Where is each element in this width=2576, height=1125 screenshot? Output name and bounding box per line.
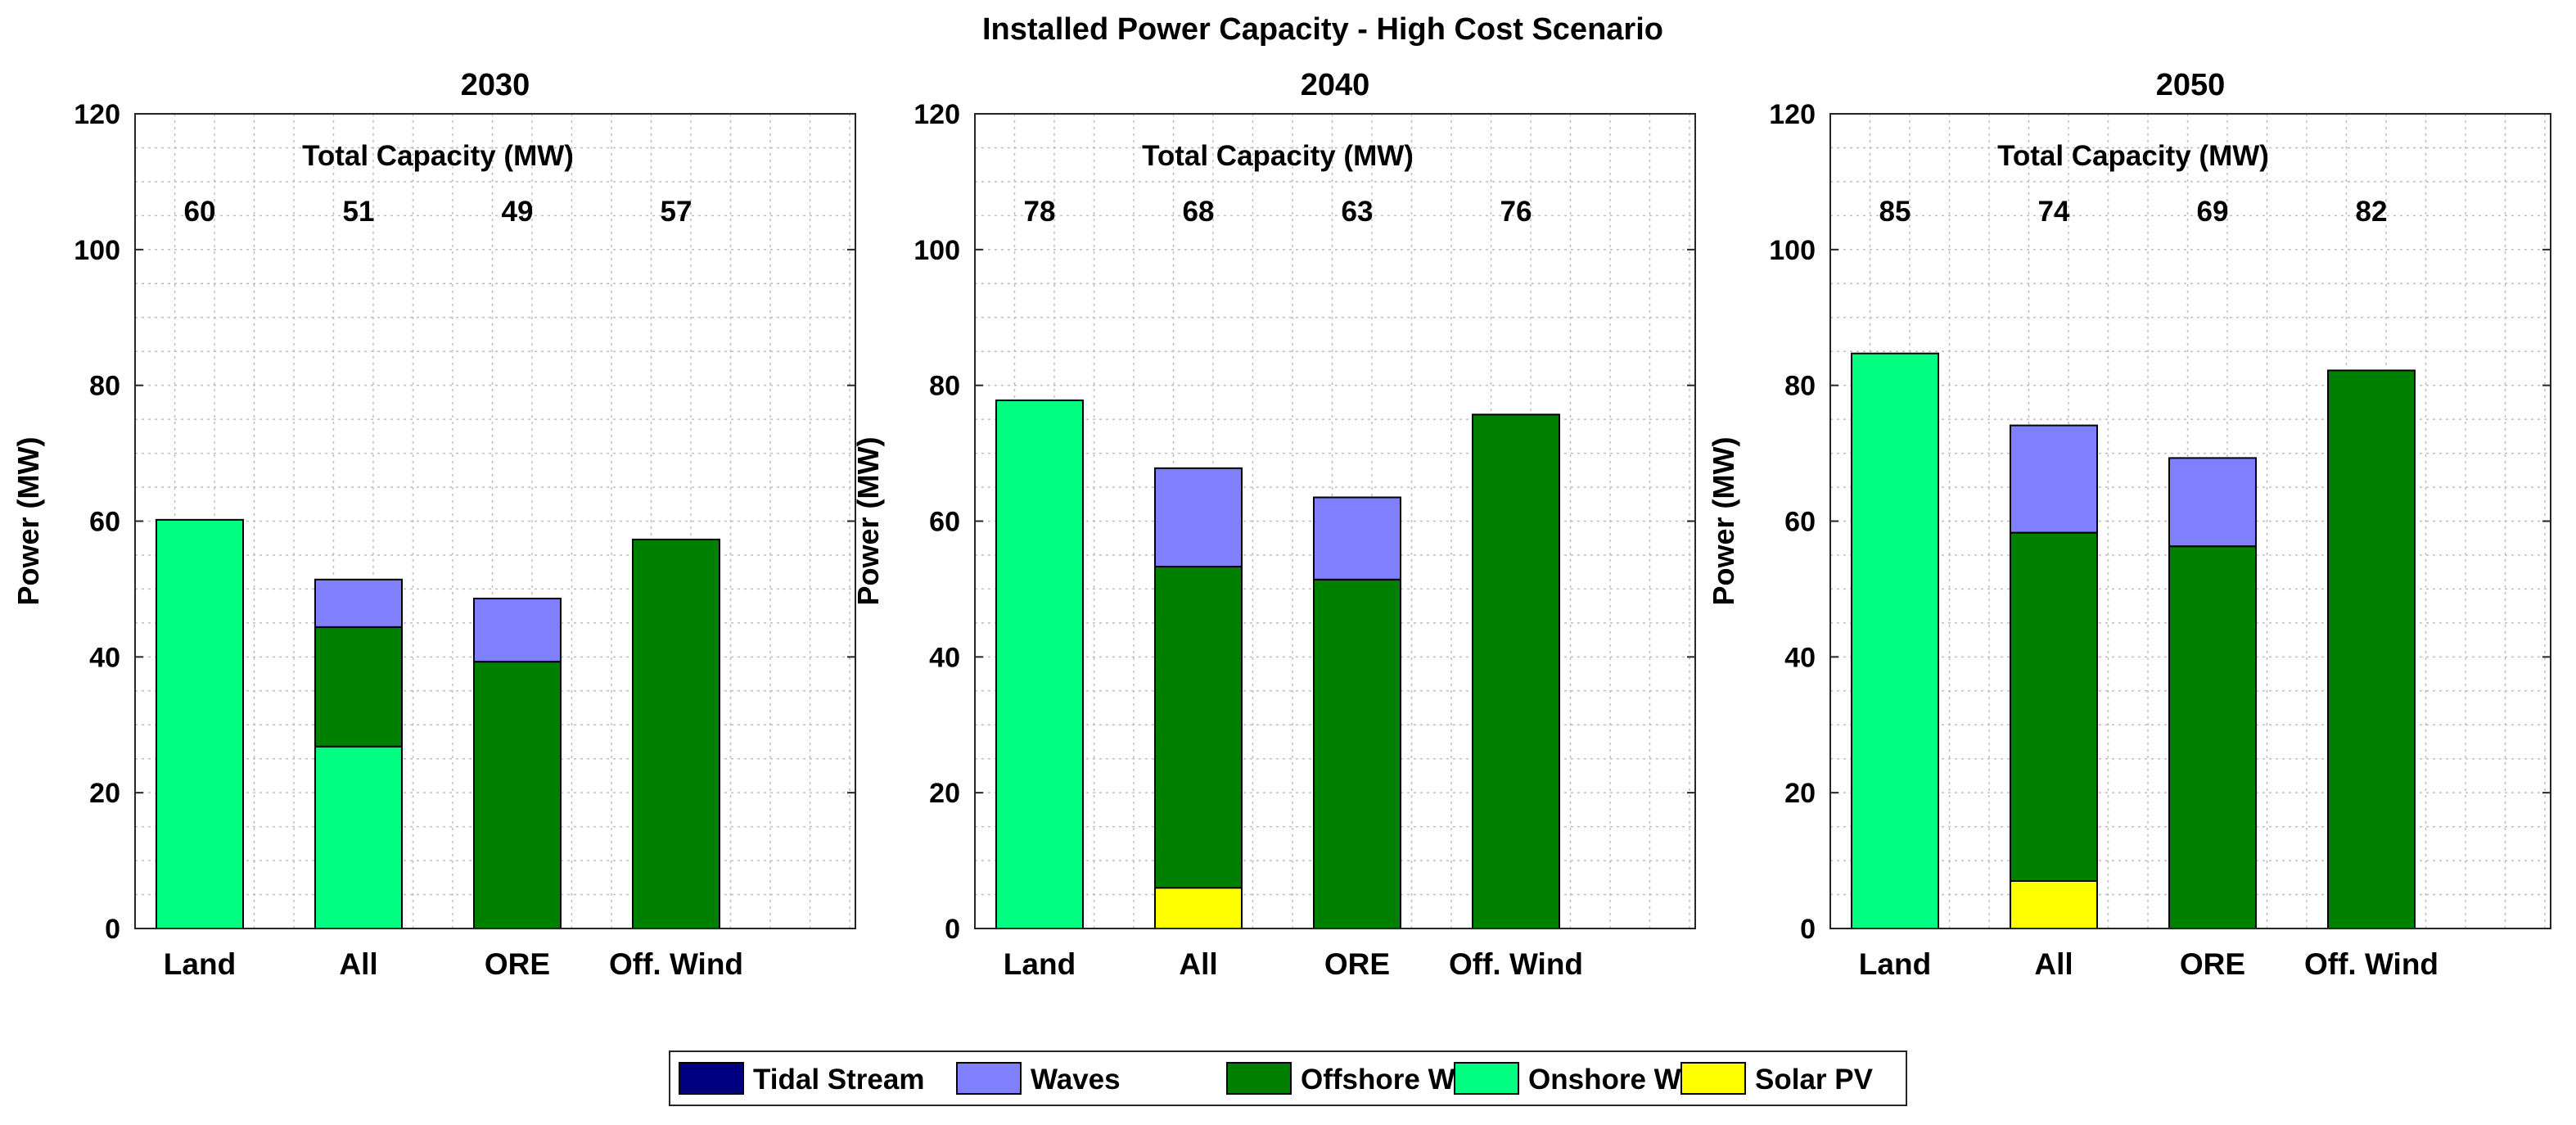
x-tick-label: Land [164,947,236,981]
y-tick-label: 40 [89,642,120,673]
panel-2030: 0 20 40 60 80 100 120 Land All ORE Off. Wind 2030 Po… [11,68,856,981]
x-tick-label: Off. Wind [609,947,743,981]
legend-label: Waves [1031,1064,1121,1096]
bar-2040-ore-waves [1313,496,1401,581]
total-capacity-value: 57 [661,196,692,228]
legend-label: Tidal Stream [753,1064,924,1096]
y-tick-label: 40 [929,642,960,673]
y-tick-label: 80 [89,371,120,402]
total-capacity-value: 63 [1342,196,1374,228]
y-tick-label: 100 [1769,235,1816,266]
legend-label: Solar PV [1755,1064,1874,1096]
panel-title: 2040 [1301,68,1370,102]
panel-title: 2050 [2156,68,2226,102]
x-tick-label: Off. Wind [1449,947,1583,981]
y-tick-label: 120 [74,99,120,130]
bar-2040-ore-offshore-wind [1313,578,1401,930]
y-tick-label: 0 [105,914,120,945]
total-capacity-value: 74 [2038,196,2070,228]
x-tick-label: All [1179,947,1217,981]
bar-2030-offwind-offshore-wind [632,538,720,929]
bar-2040-all-solar-pv [1154,887,1243,929]
y-axis-label: Power (MW) [851,437,885,606]
bar-2050-offwind-offshore-wind [2327,369,2416,929]
total-capacity-label: Total Capacity (MW) [302,140,574,172]
bar-2030-ore-offshore-wind [473,661,562,929]
legend-swatch-tidal-stream [679,1062,744,1095]
panel-title: 2030 [461,68,530,102]
x-tick-label: Land [1004,947,1076,981]
x-tick-label: Off. Wind [2304,947,2438,981]
total-capacity-value: 60 [184,196,216,228]
x-tick-label: ORE [2180,947,2245,981]
total-capacity-value: 51 [343,196,375,228]
x-tick-label: All [339,947,377,981]
x-tick-label: All [2034,947,2073,981]
y-tick-label: 120 [1769,99,1816,130]
y-axis-label: Power (MW) [1707,437,1740,606]
legend-swatch-solar-pv [1680,1062,1746,1095]
bar-2030-all-onshore-wind [314,745,403,929]
bar-2050-ore-offshore-wind [2168,545,2257,929]
bar-2030-all-offshore-wind [314,626,403,748]
bar-2050-land-onshore-wind [1851,352,1939,929]
bar-2050-all-solar-pv [2010,879,2098,930]
y-tick-label: 120 [914,99,960,130]
total-capacity-value: 69 [2197,196,2229,228]
y-tick-label: 20 [929,778,960,809]
bar-2050-all-waves [2010,424,2098,534]
total-capacity-label: Total Capacity (MW) [1997,140,2269,172]
y-tick-label: 80 [1784,371,1816,402]
bar-2040-land-onshore-wind [995,399,1084,929]
y-tick-label: 100 [74,235,120,266]
total-capacity-value: 82 [2356,196,2388,228]
total-capacity-value: 85 [1879,196,1911,228]
panel-2050: 0 20 40 60 80 100 120 Land All ORE Off. Wind 2050 Po… [1707,68,2551,981]
total-capacity-value: 76 [1500,196,1532,228]
bar-2040-all-waves [1154,467,1243,568]
x-tick-label: Land [1859,947,1931,981]
bar-2050-all-offshore-wind [2010,531,2098,882]
y-tick-label: 40 [1784,642,1816,673]
total-capacity-value: 78 [1024,196,1056,228]
legend-swatch-waves [956,1062,1022,1095]
y-tick-label: 0 [1800,914,1816,945]
bar-2030-all-waves [314,578,403,628]
bar-2040-offwind-offshore-wind [1472,413,1560,929]
chart-title: Installed Power Capacity - High Cost Sce… [982,12,1663,47]
bar-2050-ore-waves [2168,457,2257,548]
chart-legend: Tidal Stream Waves Offshore Wind Onshore Wi… [669,1050,1907,1106]
y-tick-label: 0 [945,914,960,945]
total-capacity-label: Total Capacity (MW) [1142,140,1414,172]
x-tick-label: ORE [1324,947,1390,981]
bar-2030-ore-waves [473,598,562,663]
y-tick-label: 60 [1784,507,1816,538]
y-tick-label: 60 [929,507,960,538]
y-tick-label: 20 [1784,778,1816,809]
bar-2040-all-offshore-wind [1154,566,1243,889]
total-capacity-value: 68 [1183,196,1215,228]
bar-2030-land-onshore-wind [156,518,244,929]
y-tick-label: 80 [929,371,960,402]
y-tick-label: 100 [914,235,960,266]
y-tick-label: 60 [89,507,120,538]
y-axis-label: Power (MW) [11,437,45,606]
legend-swatch-offshore-wind [1226,1062,1292,1095]
total-capacity-value: 49 [502,196,534,228]
x-tick-label: ORE [485,947,550,981]
y-tick-label: 20 [89,778,120,809]
legend-swatch-onshore-wind [1454,1062,1519,1095]
